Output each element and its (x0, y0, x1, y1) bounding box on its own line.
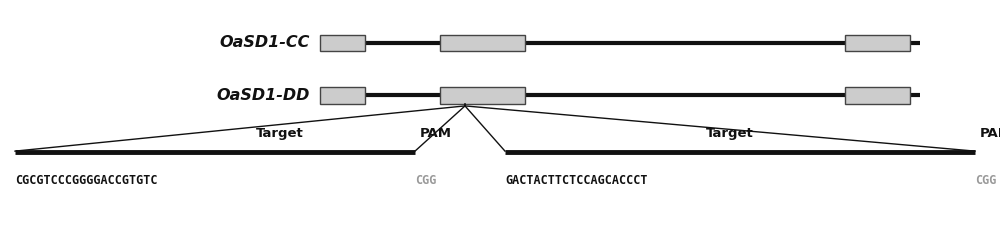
Text: PAM: PAM (420, 127, 452, 140)
Text: CGG: CGG (975, 174, 996, 187)
Bar (320, 87, 365, 104)
Text: CGCGTCCCGGGGACCGTGTC: CGCGTCCCGGGGACCGTGTC (15, 174, 158, 187)
Text: CGG: CGG (415, 174, 436, 187)
Text: PAM: PAM (980, 127, 1000, 140)
Bar (845, 35, 910, 51)
Text: GACTACTTCTCCAGCACCCT: GACTACTTCTCCAGCACCCT (505, 174, 648, 187)
Bar (440, 87, 525, 104)
Bar (440, 35, 525, 51)
Text: Target: Target (256, 127, 304, 140)
Text: OaSD1-CC: OaSD1-CC (220, 35, 310, 50)
Bar (320, 35, 365, 51)
Bar (845, 87, 910, 104)
Text: Target: Target (706, 127, 754, 140)
Text: OaSD1-DD: OaSD1-DD (217, 88, 310, 103)
